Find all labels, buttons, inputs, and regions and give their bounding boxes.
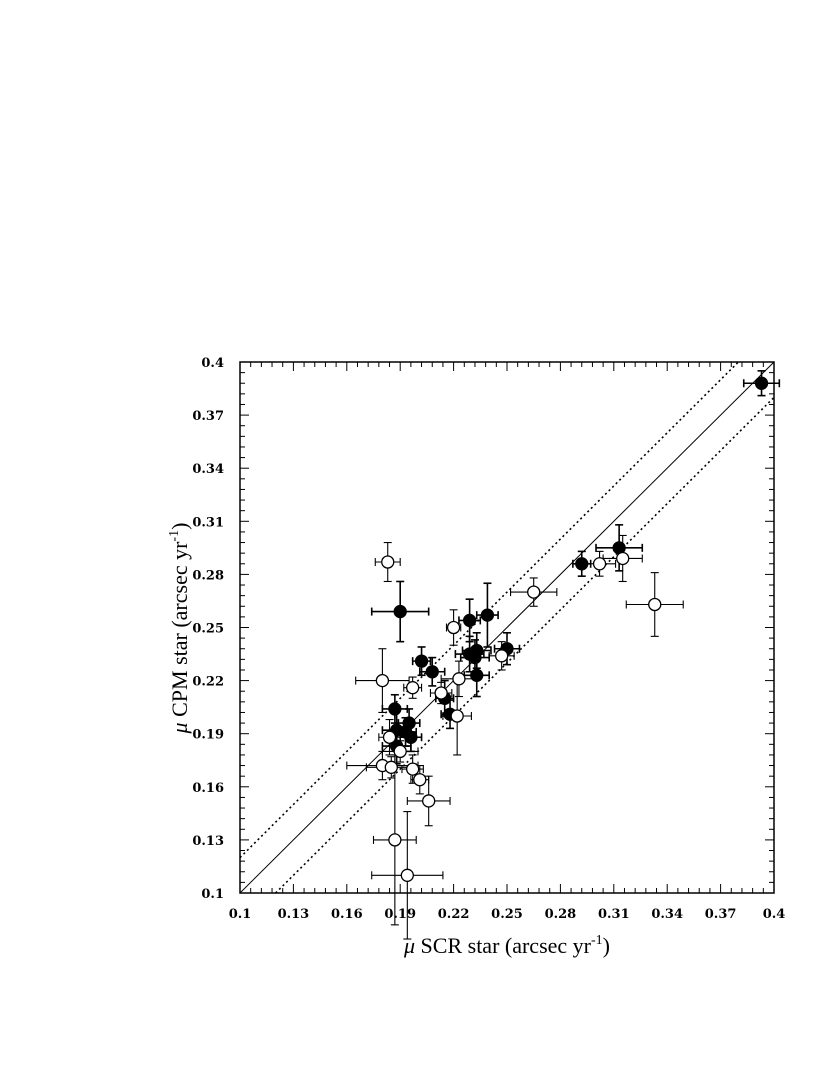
tick-labels: 0.1 0.13 0.16 0.19 0.22 0.25 0.28 0.31 0.34 0.37 0… <box>192 356 785 922</box>
open-point <box>400 868 414 882</box>
open-point <box>527 585 541 599</box>
open-point <box>382 730 397 744</box>
open-point <box>413 773 427 787</box>
chart-frame-group <box>239 361 775 894</box>
x-tick-label: 0.4 <box>763 907 786 922</box>
data-points <box>375 376 769 882</box>
x-tick-label: 0.25 <box>491 907 523 922</box>
open-point <box>446 620 461 635</box>
open-point <box>381 555 395 569</box>
y-tick-label: 0.31 <box>192 515 224 530</box>
open-point <box>452 672 466 686</box>
open-point <box>388 833 402 847</box>
open-point <box>450 709 464 723</box>
x-tick-label: 0.37 <box>705 907 737 922</box>
x-axis-title: μ SCR star (arcsec yr-1) <box>403 933 610 958</box>
reference-lines <box>239 361 775 894</box>
open-point <box>375 673 390 688</box>
filled-point <box>468 650 482 665</box>
open-point <box>406 762 420 776</box>
x-tick-label: 0.19 <box>384 907 416 922</box>
error-bars <box>346 370 781 940</box>
open-point <box>616 551 630 566</box>
y-tick-label: 0.1 <box>201 887 224 902</box>
open-point <box>648 597 662 612</box>
filled-point <box>462 613 477 628</box>
offset-dotted-line <box>275 396 775 894</box>
y-tick-label: 0.19 <box>192 728 224 743</box>
y-tick-label: 0.16 <box>192 781 224 796</box>
y-tick-label: 0.13 <box>192 834 224 849</box>
y-tick-label: 0.4 <box>201 356 224 371</box>
x-tick-label: 0.1 <box>229 907 252 922</box>
y-tick-label: 0.37 <box>192 409 224 424</box>
open-point <box>592 557 607 571</box>
filled-point <box>414 654 429 668</box>
y-tick-label: 0.34 <box>192 462 224 477</box>
y-tick-label: 0.28 <box>192 568 224 583</box>
open-point <box>393 744 407 759</box>
x-tick-label: 0.31 <box>598 907 630 922</box>
open-point <box>495 649 509 663</box>
one-to-one-line <box>239 361 775 894</box>
open-point <box>422 794 436 808</box>
filled-point <box>575 557 589 571</box>
y-axis-title: μ CPM star (arcsec yr-1) <box>167 523 192 735</box>
x-tick-label: 0.28 <box>545 907 577 922</box>
filled-point <box>480 608 495 622</box>
open-point <box>384 760 398 774</box>
filled-point <box>393 604 407 619</box>
x-tick-label: 0.22 <box>438 907 470 922</box>
x-tick-label: 0.34 <box>651 907 683 922</box>
open-point <box>406 681 420 695</box>
filled-point <box>402 716 416 730</box>
y-tick-label: 0.22 <box>192 675 224 690</box>
x-tick-label: 0.16 <box>331 907 363 922</box>
y-tick-label: 0.25 <box>192 622 224 637</box>
x-tick-label: 0.13 <box>278 907 310 922</box>
filled-point <box>470 668 484 682</box>
filled-point <box>754 376 769 390</box>
filled-point <box>388 702 402 716</box>
filled-point <box>425 665 439 679</box>
open-point <box>434 686 448 700</box>
filled-point <box>404 730 418 744</box>
